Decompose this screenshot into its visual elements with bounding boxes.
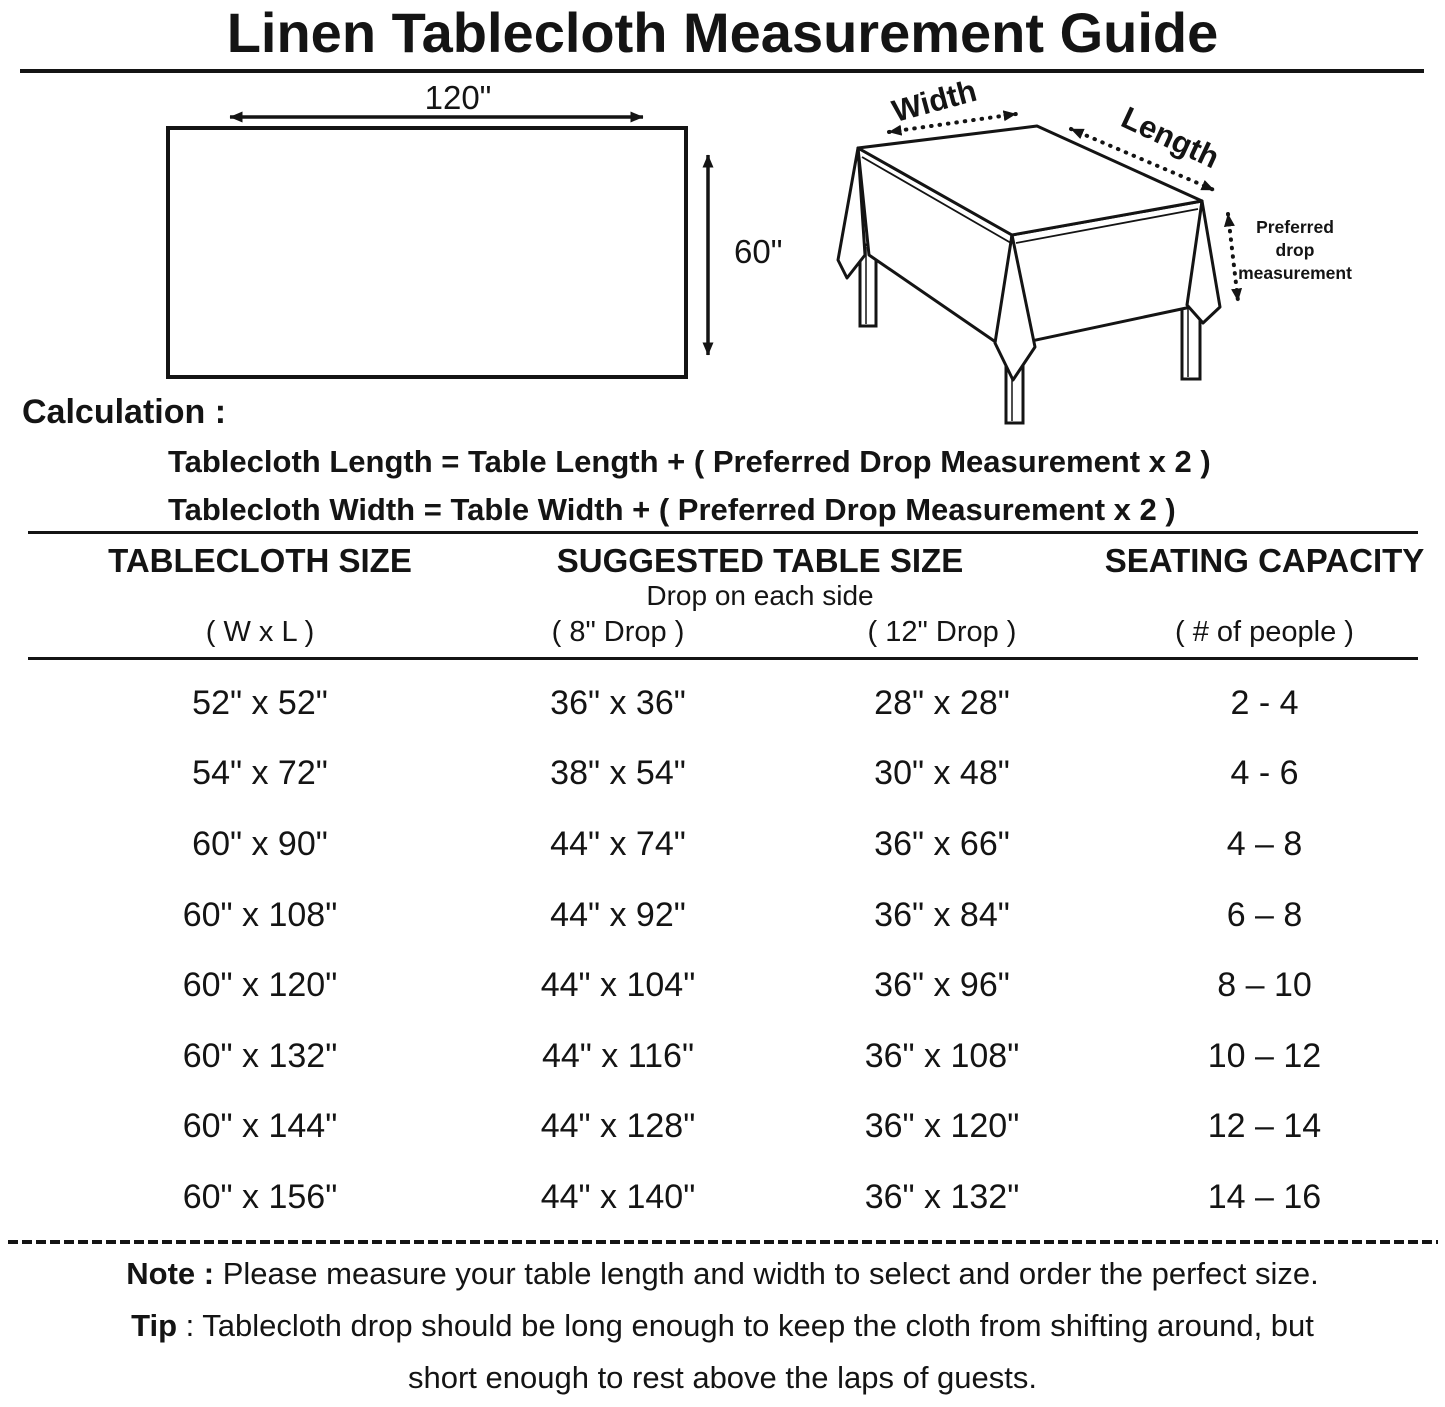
cell-seating: 12 – 14 [1207,1107,1322,1146]
cell-8-drop: 44" x 104" [540,966,696,1005]
note-label: Note : [126,1256,215,1291]
cell-12-drop: 28" x 28" [874,683,1010,722]
table-rectangle [166,126,688,379]
cell-12-drop: 30" x 48" [874,754,1010,793]
corner-flap-front [993,233,1037,382]
cell-seating: 10 – 12 [1207,1036,1322,1075]
cell-8-drop: 44" x 92" [550,895,686,934]
tablecloth-illustration: Width Length Preferred drop measurement [836,75,1352,425]
cell-12-drop: 36" x 84" [874,895,1010,934]
width-dimension-label: 120" [425,79,492,116]
cell-seating: 8 – 10 [1217,966,1312,1005]
cell-8-drop: 44" x 116" [541,1036,695,1075]
formula-length: Tablecloth Length = Table Length + ( Pre… [168,444,1211,479]
cell-12-drop: 36" x 96" [874,966,1010,1005]
table-row: 60" x 90" 44" x 74" 36" x 66" 4 – 8 [0,809,1445,880]
cell-seating: 2 - 4 [1230,683,1299,722]
tablecloth-skirt [836,146,1222,382]
subheader-12-drop: ( 12" Drop ) [867,616,1017,648]
cell-tablecloth-size: 60" x 108" [182,895,338,934]
drop-on-each-side-note: Drop on each side [646,580,874,611]
tip-text-line2: short enough to rest above the laps of g… [407,1360,1038,1395]
table-row: 60" x 120" 44" x 104" 36" x 96" 8 – 10 [0,950,1445,1021]
cell-tablecloth-size: 60" x 156" [182,1177,338,1216]
size-table-header: TABLECLOTH SIZE SUGGESTED TABLE SIZE SEA… [0,542,1445,580]
cell-tablecloth-size: 54" x 72" [192,754,328,793]
size-table-subheader: ( W x L ) ( 8" Drop ) ( 12" Drop ) ( # o… [0,616,1445,649]
table-row: 60" x 156" 44" x 140" 36" x 132" 14 – 16 [0,1162,1445,1233]
table-row: 54" x 72" 38" x 54" 30" x 48" 4 - 6 [0,739,1445,810]
page-title: Linen Tablecloth Measurement Guide [226,1,1219,64]
cell-12-drop: 36" x 108" [864,1036,1020,1075]
svg-text:Preferred: Preferred [1256,217,1334,237]
corner-flap-right [1185,199,1222,325]
table-rule-top [28,531,1418,534]
length-axis-label: Length [1116,100,1224,175]
column-header-tablecloth-size: TABLECLOTH SIZE [108,542,412,579]
dashed-divider [8,1240,1438,1244]
column-header-suggested-table-size: SUGGESTED TABLE SIZE [556,542,964,579]
calculation-heading: Calculation : [22,393,227,431]
cell-tablecloth-size: 60" x 90" [192,824,328,863]
rectangle-dimension-diagram: 120" 60" [166,79,782,379]
cloth-fold-line [861,156,1199,244]
table-row: 60" x 144" 44" x 128" 36" x 120" 12 – 14 [0,1092,1445,1163]
cell-12-drop: 36" x 120" [864,1107,1020,1146]
subheader-wxl: ( W x L ) [205,616,315,648]
table-row: 52" x 52" 36" x 36" 28" x 28" 2 - 4 [0,668,1445,739]
cell-seating: 6 – 8 [1226,895,1303,934]
cell-seating: 4 - 6 [1230,754,1299,793]
corner-flap-left [836,146,867,280]
cell-12-drop: 36" x 132" [864,1177,1020,1216]
table-rule-bottom [28,657,1418,660]
cell-8-drop: 36" x 36" [550,683,686,722]
column-header-seating-capacity: SEATING CAPACITY [1104,542,1425,579]
cell-8-drop: 38" x 54" [550,754,686,793]
note-text: Note : Please measure your table length … [126,1256,1319,1291]
cell-tablecloth-size: 60" x 132" [182,1036,338,1075]
cell-12-drop: 36" x 66" [874,824,1010,863]
drop-measurement-label: Preferred drop measurement [1238,217,1352,283]
drop-arrow [1223,212,1243,303]
cell-8-drop: 44" x 74" [550,824,686,863]
size-table-rows: 52" x 52" 36" x 36" 28" x 28" 2 - 4 54" … [0,668,1445,1233]
cell-tablecloth-size: 60" x 120" [182,966,338,1005]
formula-width: Tablecloth Width = Table Width + ( Prefe… [168,492,1176,527]
table-row: 60" x 132" 44" x 116" 36" x 108" 10 – 12 [0,1021,1445,1092]
cell-tablecloth-size: 52" x 52" [192,683,328,722]
length-axis-arrow [1069,127,1216,192]
tip-label: Tip [131,1308,178,1343]
cell-8-drop: 44" x 128" [540,1107,696,1146]
cell-tablecloth-size: 60" x 144" [182,1107,338,1146]
svg-text:drop: drop [1276,240,1315,260]
tip-text: Tip : Tablecloth drop should be long eno… [131,1308,1314,1343]
title-divider [20,69,1424,73]
table-row: 60" x 108" 44" x 92" 36" x 84" 6 – 8 [0,880,1445,951]
subheader-8-drop: ( 8" Drop ) [551,616,685,648]
cell-8-drop: 44" x 140" [540,1177,696,1216]
svg-text:measurement: measurement [1238,263,1352,283]
subheader-people: ( # of people ) [1175,616,1354,648]
cell-seating: 14 – 16 [1207,1177,1322,1216]
height-dimension-label: 60" [734,233,782,270]
cell-seating: 4 – 8 [1226,824,1303,863]
